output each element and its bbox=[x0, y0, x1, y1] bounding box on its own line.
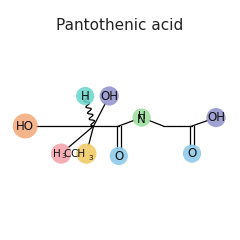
Circle shape bbox=[76, 144, 96, 164]
Text: H: H bbox=[138, 111, 145, 121]
Text: 3: 3 bbox=[62, 153, 66, 159]
Text: C: C bbox=[64, 149, 71, 159]
Circle shape bbox=[100, 86, 119, 106]
Text: Pantothenic acid: Pantothenic acid bbox=[56, 18, 184, 33]
Text: H: H bbox=[81, 90, 90, 102]
Circle shape bbox=[13, 114, 38, 138]
Text: N: N bbox=[137, 113, 146, 126]
Text: OH: OH bbox=[100, 90, 118, 102]
Text: HO: HO bbox=[16, 120, 34, 132]
Text: O: O bbox=[187, 147, 197, 160]
Text: OH: OH bbox=[207, 111, 225, 124]
Circle shape bbox=[51, 144, 71, 164]
Text: 3: 3 bbox=[88, 155, 93, 161]
Circle shape bbox=[183, 144, 201, 163]
Text: CH: CH bbox=[70, 149, 85, 159]
Text: H: H bbox=[53, 149, 61, 159]
Circle shape bbox=[206, 108, 226, 127]
Circle shape bbox=[132, 108, 151, 127]
Text: O: O bbox=[114, 150, 123, 162]
Circle shape bbox=[110, 147, 128, 165]
Circle shape bbox=[76, 87, 94, 105]
